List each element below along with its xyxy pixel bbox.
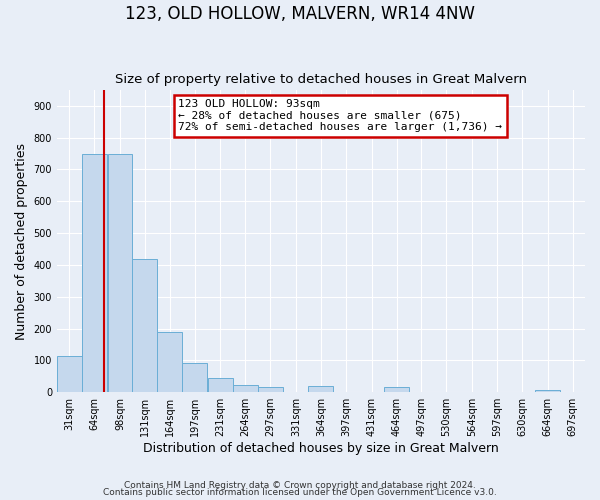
X-axis label: Distribution of detached houses by size in Great Malvern: Distribution of detached houses by size … [143, 442, 499, 455]
Bar [233, 385, 258, 392]
Text: 123, OLD HOLLOW, MALVERN, WR14 4NW: 123, OLD HOLLOW, MALVERN, WR14 4NW [125, 5, 475, 23]
Bar [258, 388, 283, 392]
Bar [107, 154, 133, 392]
Y-axis label: Number of detached properties: Number of detached properties [15, 142, 28, 340]
Bar [133, 258, 157, 392]
Text: 123 OLD HOLLOW: 93sqm
← 28% of detached houses are smaller (675)
72% of semi-det: 123 OLD HOLLOW: 93sqm ← 28% of detached … [178, 99, 502, 132]
Bar [384, 388, 409, 392]
Bar [82, 154, 107, 392]
Bar [182, 362, 207, 392]
Bar [308, 386, 334, 392]
Bar [208, 378, 233, 392]
Bar [57, 356, 82, 392]
Text: Contains HM Land Registry data © Crown copyright and database right 2024.: Contains HM Land Registry data © Crown c… [124, 480, 476, 490]
Text: Contains public sector information licensed under the Open Government Licence v3: Contains public sector information licen… [103, 488, 497, 497]
Bar [157, 332, 182, 392]
Title: Size of property relative to detached houses in Great Malvern: Size of property relative to detached ho… [115, 73, 527, 86]
Bar [535, 390, 560, 392]
